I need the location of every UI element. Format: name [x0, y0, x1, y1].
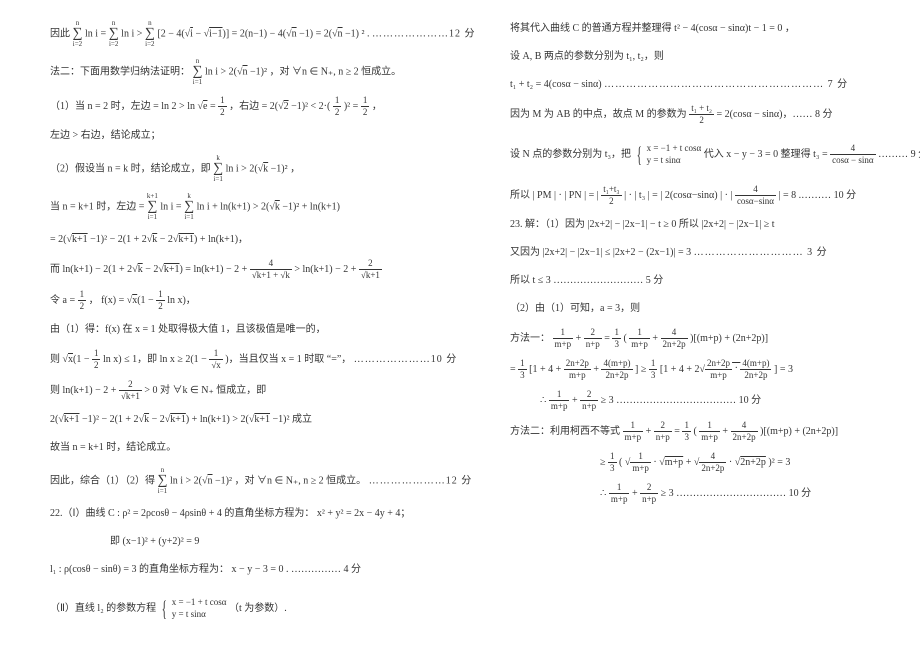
- line-r3: t₁ + t₂ = 4(cosα − sinα) …………………………………………: [510, 76, 890, 94]
- line-r2: 设 A, B 两点的参数分别为 t₁, t₂，则: [510, 48, 890, 66]
- line-l9: 令 a = 12 ， f(x) = √x(1 − 12 ln x)，: [50, 290, 430, 311]
- line-r13: 方法二：利用柯西不等式 1m+p + 2n+p = 13 ( 1m+p + 42…: [510, 421, 890, 442]
- line-r4: 因为 M 为 AB 的中点，故点 M 的参数为 t₁ + t₂2 = 2(cos…: [510, 104, 890, 125]
- line-r9b: （2）由（1）可知，a = 3，则: [510, 300, 890, 318]
- line-l13: 2(√k+1 −1)² − 2(1 + 2√k − 2√k+1) + ln(k+…: [50, 411, 430, 429]
- line-l2: 法二：下面用数学归纳法证明： n∑i=1 ln i > 2(√n −1)² ，对…: [50, 58, 430, 86]
- line-r14: ≥ 13 ( √1m+p · √m+p + √42n+2p · √2n+2p )…: [510, 452, 890, 473]
- line-l4: 左边 > 右边，结论成立；: [50, 127, 430, 145]
- line-l6: 当 n = k+1 时，左边 = k+1∑i=1 ln i = k∑i=1 ln…: [50, 193, 430, 221]
- line-r10: 方法一： 1m+p + 2n+p = 13 ( 1m+p + 42n+2p )[…: [510, 328, 890, 349]
- line-l18: l₁ : ρ(cosθ − sinθ) = 3 的直角坐标方程为： x − y …: [50, 561, 430, 579]
- line-l10: 由（1）得：f(x) 在 x = 1 处取得极大值 1，且该极值是唯一的，: [50, 321, 430, 339]
- line-r8: 又因为 |2x+2| − |2x−1| ≤ |2x+2 − (2x−1)| = …: [510, 244, 890, 262]
- line-r9: 所以 t ≤ 3 ……………………… 5 分: [510, 272, 890, 290]
- right-column: 将其代入曲线 C 的普通方程并整理得 t² − 4(cosα − sinα)t …: [460, 0, 920, 650]
- line-l16: 22.（Ⅰ）曲线 C : ρ² = 2ρcosθ − 4ρsinθ + 4 的直…: [50, 505, 430, 523]
- left-column: 因此 n∑i=2 ln i = n∑i=2 ln i > n∑i=2 [2 − …: [0, 0, 460, 650]
- line-l3: （1）当 n = 2 时，左边 = ln 2 > ln √e = 12 ，右边 …: [50, 96, 430, 117]
- line-r7: 23. 解：（1）因为 |2x+2| − |2x−1| − t ≥ 0 所以 |…: [510, 216, 890, 234]
- line-l1: 因此 n∑i=2 ln i = n∑i=2 ln i > n∑i=2 [2 − …: [50, 20, 430, 48]
- line-l17: 即 (x−1)² + (y+2)² = 9: [50, 533, 430, 551]
- line-l11: 则 √x(1 − 12 ln x) ≤ 1，即 ln x ≥ 2(1 − 1√x…: [50, 349, 430, 370]
- line-r6: 所以 | PM | · | PN | = | t₁+t₃2 | · | t₃ |…: [510, 185, 890, 206]
- line-r1: 将其代入曲线 C 的普通方程并整理得 t² − 4(cosα − sinα)t …: [510, 20, 890, 38]
- math-solution-page: 因此 n∑i=2 ln i = n∑i=2 ln i > n∑i=2 [2 − …: [0, 0, 920, 650]
- line-l7: = 2(√k+1 −1)² − 2(1 + 2√k − 2√k+1) + ln(…: [50, 231, 430, 249]
- line-r12: ∴ 1m+p + 2n+p ≥ 3 ……………………………… 10 分: [510, 390, 890, 411]
- line-l8: 而 ln(k+1) − 2(1 + 2√k − 2√k+1) = ln(k+1)…: [50, 259, 430, 280]
- line-r15: ∴ 1m+p + 2n+p ≥ 3 …………………………… 10 分: [510, 483, 890, 504]
- line-l12: 则 ln(k+1) − 2 + 2√k+1 > 0 对 ∀k ∈ N₊ 恒成立，…: [50, 380, 430, 401]
- line-r5: 设 N 点的参数分别为 t₃，把 { x = −1 + t cosα y = t…: [510, 135, 890, 175]
- line-r11: = 13 [1 + 4 + 2n+2pm+p + 4(m+p)2n+2p ] ≥…: [510, 359, 890, 380]
- line-l15: 因此，综合（1）（2）得 n∑i=1 ln i > 2(√n −1)² ，对 ∀…: [50, 467, 430, 495]
- line-l19: （Ⅱ）直线 l₂ 的参数方程 { x = −1 + t cosα y = t s…: [50, 589, 430, 629]
- line-l14: 故当 n = k+1 时，结论成立。: [50, 439, 430, 457]
- line-l5: （2）假设当 n = k 时，结论成立，即 k∑i=1 ln i > 2(√k …: [50, 155, 430, 183]
